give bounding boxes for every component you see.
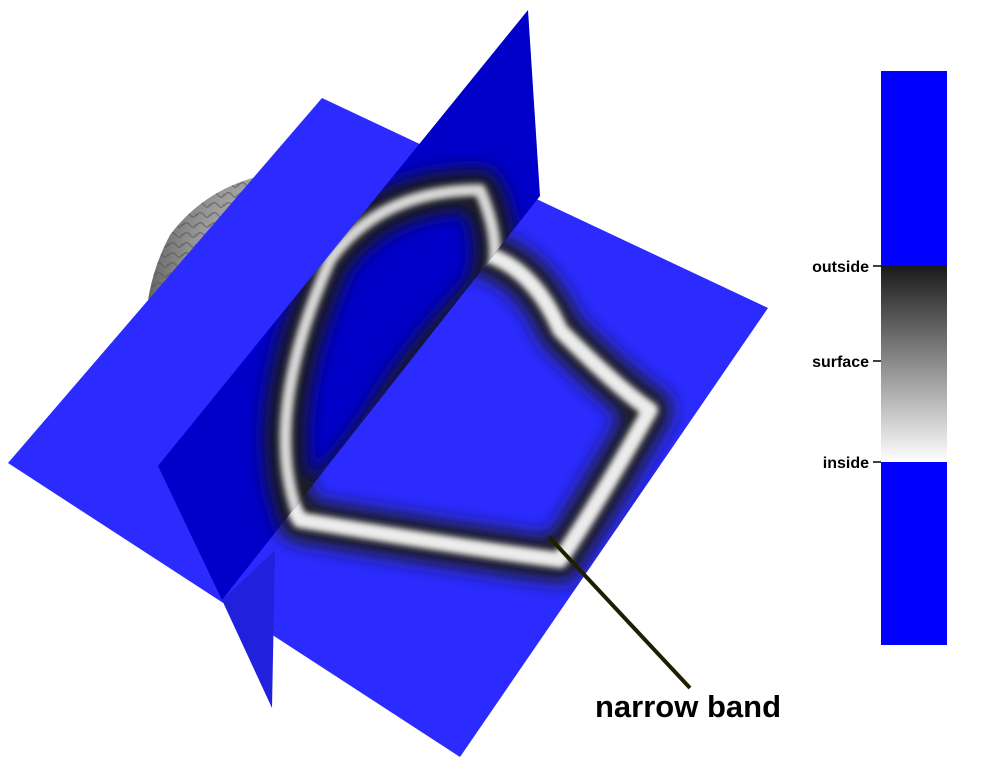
narrow-band-leader-line [547, 535, 692, 690]
tick-label-inside: inside [823, 455, 869, 472]
colorbar-inside-region [881, 462, 947, 645]
colorbar: outside surface inside [812, 71, 947, 645]
colorbar-outside-region [881, 71, 947, 266]
vertical-plane-front [222, 550, 275, 708]
narrow-band-label: narrow band [595, 689, 781, 724]
vertical-plane-back [158, 10, 540, 600]
tick-label-surface: surface [812, 354, 869, 371]
colorbar-band-gradient [881, 266, 947, 462]
tick-label-outside: outside [812, 259, 869, 276]
horizontal-plane [8, 98, 768, 757]
